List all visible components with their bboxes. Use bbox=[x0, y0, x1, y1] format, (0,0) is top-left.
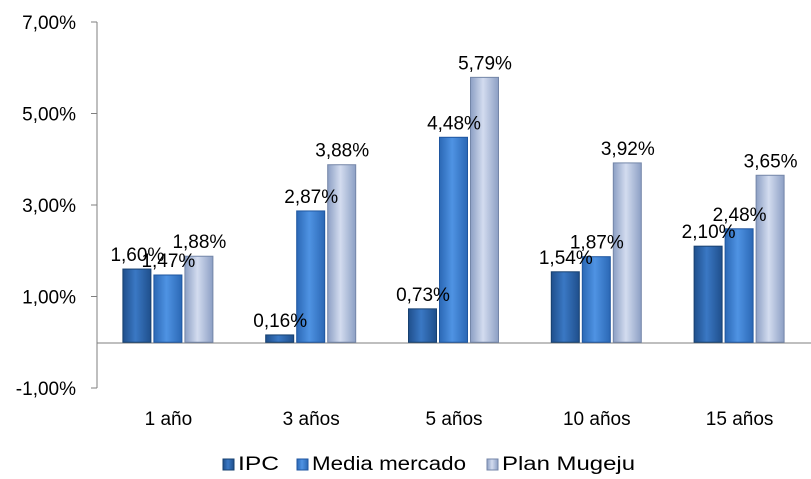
data-label: 2,87% bbox=[284, 187, 338, 208]
data-label: 0,73% bbox=[396, 285, 450, 306]
bar-media-mercado-15-anos bbox=[724, 228, 754, 343]
bar-plan-mugeju-1-ano bbox=[184, 255, 214, 343]
bar-media-mercado-10-anos bbox=[581, 256, 611, 343]
category-label: 1 año bbox=[145, 409, 193, 430]
category-label: 15 años bbox=[706, 409, 774, 430]
bar-plan-mugeju-15-anos bbox=[755, 174, 785, 343]
y-tick-label: 5,00% bbox=[22, 105, 76, 126]
bar-media-mercado-5-anos bbox=[439, 136, 468, 343]
legend-label-media-mercado: Media mercado bbox=[312, 454, 466, 475]
bar-media-mercado-1-ano bbox=[153, 274, 183, 343]
bar-ipc-10-anos bbox=[550, 271, 580, 343]
data-label: 1,47% bbox=[141, 251, 195, 272]
data-label: 2,48% bbox=[713, 205, 767, 226]
legend-label-plan-mugeju: Plan Mugeju bbox=[502, 454, 635, 475]
category-label: 10 años bbox=[563, 409, 631, 430]
bars bbox=[122, 76, 785, 343]
legend-swatch-plan-mugeju bbox=[486, 458, 499, 471]
data-label: 3,92% bbox=[601, 139, 655, 160]
data-label: 1,88% bbox=[172, 232, 226, 253]
y-tick-label: 3,00% bbox=[22, 196, 76, 217]
legend-label-ipc: IPC bbox=[238, 454, 279, 475]
bar-ipc-15-anos bbox=[693, 245, 723, 343]
data-label: 3,65% bbox=[744, 151, 798, 172]
bar-plan-mugeju-10-anos bbox=[612, 162, 642, 343]
category-labels: 1 año 3 años 5 años 10 años 15 años bbox=[145, 409, 774, 430]
bar-plan-mugeju-5-anos bbox=[470, 76, 499, 343]
data-label: 5,79% bbox=[458, 53, 512, 74]
legend-swatch-ipc bbox=[222, 458, 235, 471]
y-tick-label: -1,00% bbox=[16, 379, 76, 400]
data-label: 4,48% bbox=[427, 113, 481, 134]
bar-media-mercado-3-anos bbox=[296, 210, 326, 343]
data-label: 1,87% bbox=[570, 233, 624, 254]
data-label: 1,54% bbox=[539, 248, 593, 269]
legend: IPC Media mercado Plan Mugeju bbox=[222, 454, 635, 475]
y-ticks: -1,00% 1,00% 3,00% 5,00% 7,00% bbox=[16, 13, 97, 400]
category-label: 5 años bbox=[425, 409, 482, 430]
data-label: 3,88% bbox=[315, 141, 369, 162]
legend-swatch-media-mercado bbox=[296, 458, 309, 471]
bar-ipc-1-ano bbox=[122, 268, 152, 343]
bar-ipc-5-anos bbox=[408, 308, 437, 343]
data-label: 1,60% bbox=[110, 245, 164, 266]
bar-plan-mugeju-3-anos bbox=[327, 164, 357, 343]
bar-ipc-3-anos bbox=[265, 334, 295, 343]
y-tick-label: 7,00% bbox=[22, 13, 76, 34]
category-label: 3 años bbox=[283, 409, 340, 430]
data-labels: 1,60%1,47%1,88% 0,16% 2,87% 3,88% 0,73% 4,48%… bbox=[110, 53, 797, 332]
data-label: 2,10% bbox=[682, 222, 736, 243]
y-tick-label: 1,00% bbox=[22, 288, 76, 309]
data-label: 0,16% bbox=[253, 311, 307, 332]
